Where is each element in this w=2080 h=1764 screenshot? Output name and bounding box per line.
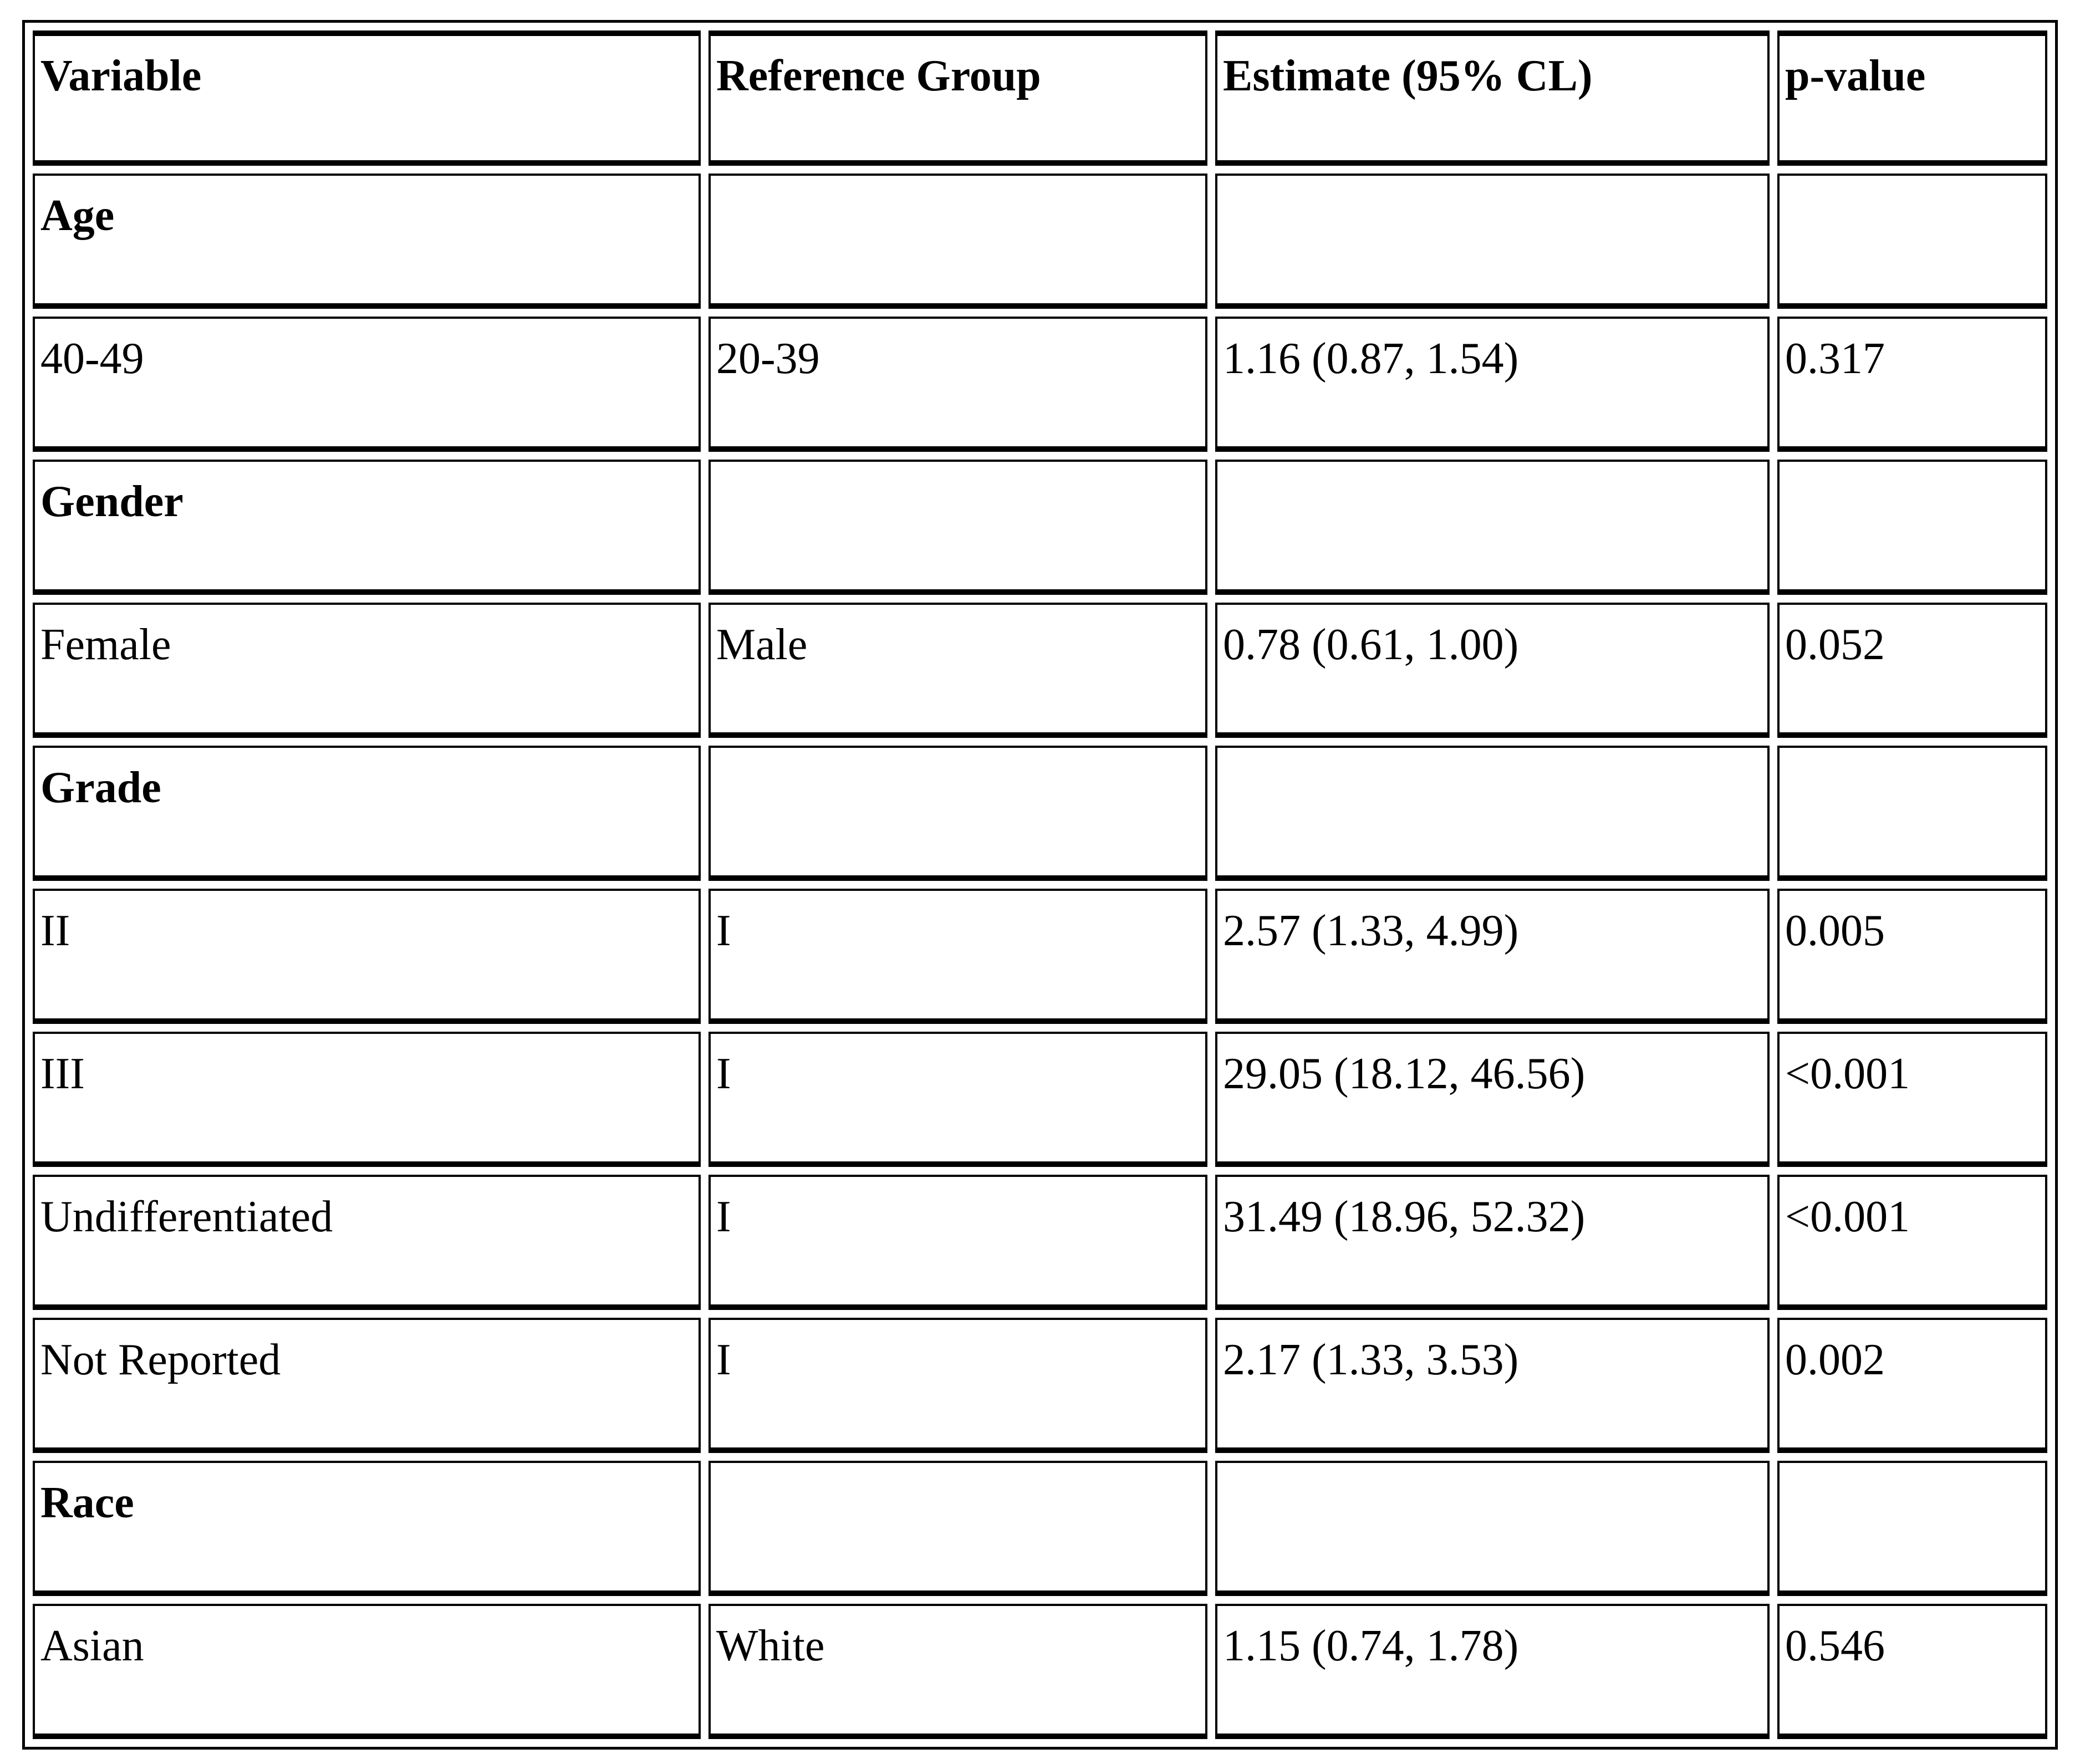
cell-variable: Asian — [33, 1604, 701, 1739]
cell-reference — [708, 746, 1207, 881]
cell-p: 0.317 — [1777, 317, 2047, 452]
cell-estimate — [1215, 1461, 1770, 1596]
header-row: Variable Reference Group Estimate (95% C… — [33, 30, 2047, 166]
cell-reference — [708, 1461, 1207, 1596]
cell-reference: Male — [708, 603, 1207, 738]
section-row: Age — [33, 174, 2047, 309]
table-row: 40-49 20-39 1.16 (0.87, 1.54) 0.317 — [33, 317, 2047, 452]
cell-variable: Not Reported — [33, 1318, 701, 1453]
cell-p — [1777, 460, 2047, 595]
cell-estimate — [1215, 174, 1770, 309]
cell-reference: White — [708, 1604, 1207, 1739]
cell-variable: III — [33, 1032, 701, 1167]
cell-p: 0.005 — [1777, 889, 2047, 1024]
cell-p: 0.002 — [1777, 1318, 2047, 1453]
table-row: II I 2.57 (1.33, 4.99) 0.005 — [33, 889, 2047, 1024]
results-table: Variable Reference Group Estimate (95% C… — [22, 20, 2058, 1750]
section-row: Race — [33, 1461, 2047, 1596]
cell-reference: I — [708, 889, 1207, 1024]
cell-reference: I — [708, 1175, 1207, 1310]
cell-estimate: 0.78 (0.61, 1.00) — [1215, 603, 1770, 738]
cell-estimate: 2.17 (1.33, 3.53) — [1215, 1318, 1770, 1453]
cell-variable: Undifferentiated — [33, 1175, 701, 1310]
cell-variable: Gender — [33, 460, 701, 595]
table-row: Female Male 0.78 (0.61, 1.00) 0.052 — [33, 603, 2047, 738]
section-row: Grade — [33, 746, 2047, 881]
cell-reference: I — [708, 1318, 1207, 1453]
column-header-reference-group: Reference Group — [708, 30, 1207, 166]
section-row: Gender — [33, 460, 2047, 595]
column-header-p-value: p-value — [1777, 30, 2047, 166]
cell-estimate: 29.05 (18.12, 46.56) — [1215, 1032, 1770, 1167]
cell-variable: Female — [33, 603, 701, 738]
cell-p — [1777, 1461, 2047, 1596]
cell-reference — [708, 174, 1207, 309]
cell-reference — [708, 460, 1207, 595]
table-row: III I 29.05 (18.12, 46.56) <0.001 — [33, 1032, 2047, 1167]
cell-p: 0.546 — [1777, 1604, 2047, 1739]
cell-estimate: 1.16 (0.87, 1.54) — [1215, 317, 1770, 452]
cell-estimate: 1.15 (0.74, 1.78) — [1215, 1604, 1770, 1739]
cell-estimate — [1215, 460, 1770, 595]
cell-estimate — [1215, 746, 1770, 881]
cell-reference: 20-39 — [708, 317, 1207, 452]
table-row: Asian White 1.15 (0.74, 1.78) 0.546 — [33, 1604, 2047, 1739]
table-row: Not Reported I 2.17 (1.33, 3.53) 0.002 — [33, 1318, 2047, 1453]
cell-p — [1777, 746, 2047, 881]
cell-estimate: 31.49 (18.96, 52.32) — [1215, 1175, 1770, 1310]
cell-p — [1777, 174, 2047, 309]
column-header-estimate: Estimate (95% CL) — [1215, 30, 1770, 166]
cell-variable: 40-49 — [33, 317, 701, 452]
column-header-variable: Variable — [33, 30, 701, 166]
cell-variable: Grade — [33, 746, 701, 881]
cell-variable: Age — [33, 174, 701, 309]
cell-p: <0.001 — [1777, 1175, 2047, 1310]
table-body: Variable Reference Group Estimate (95% C… — [33, 30, 2047, 1739]
cell-estimate: 2.57 (1.33, 4.99) — [1215, 889, 1770, 1024]
cell-p: <0.001 — [1777, 1032, 2047, 1167]
cell-p: 0.052 — [1777, 603, 2047, 738]
cell-variable: II — [33, 889, 701, 1024]
cell-reference: I — [708, 1032, 1207, 1167]
table-row: Undifferentiated I 31.49 (18.96, 52.32) <0.… — [33, 1175, 2047, 1310]
cell-variable: Race — [33, 1461, 701, 1596]
